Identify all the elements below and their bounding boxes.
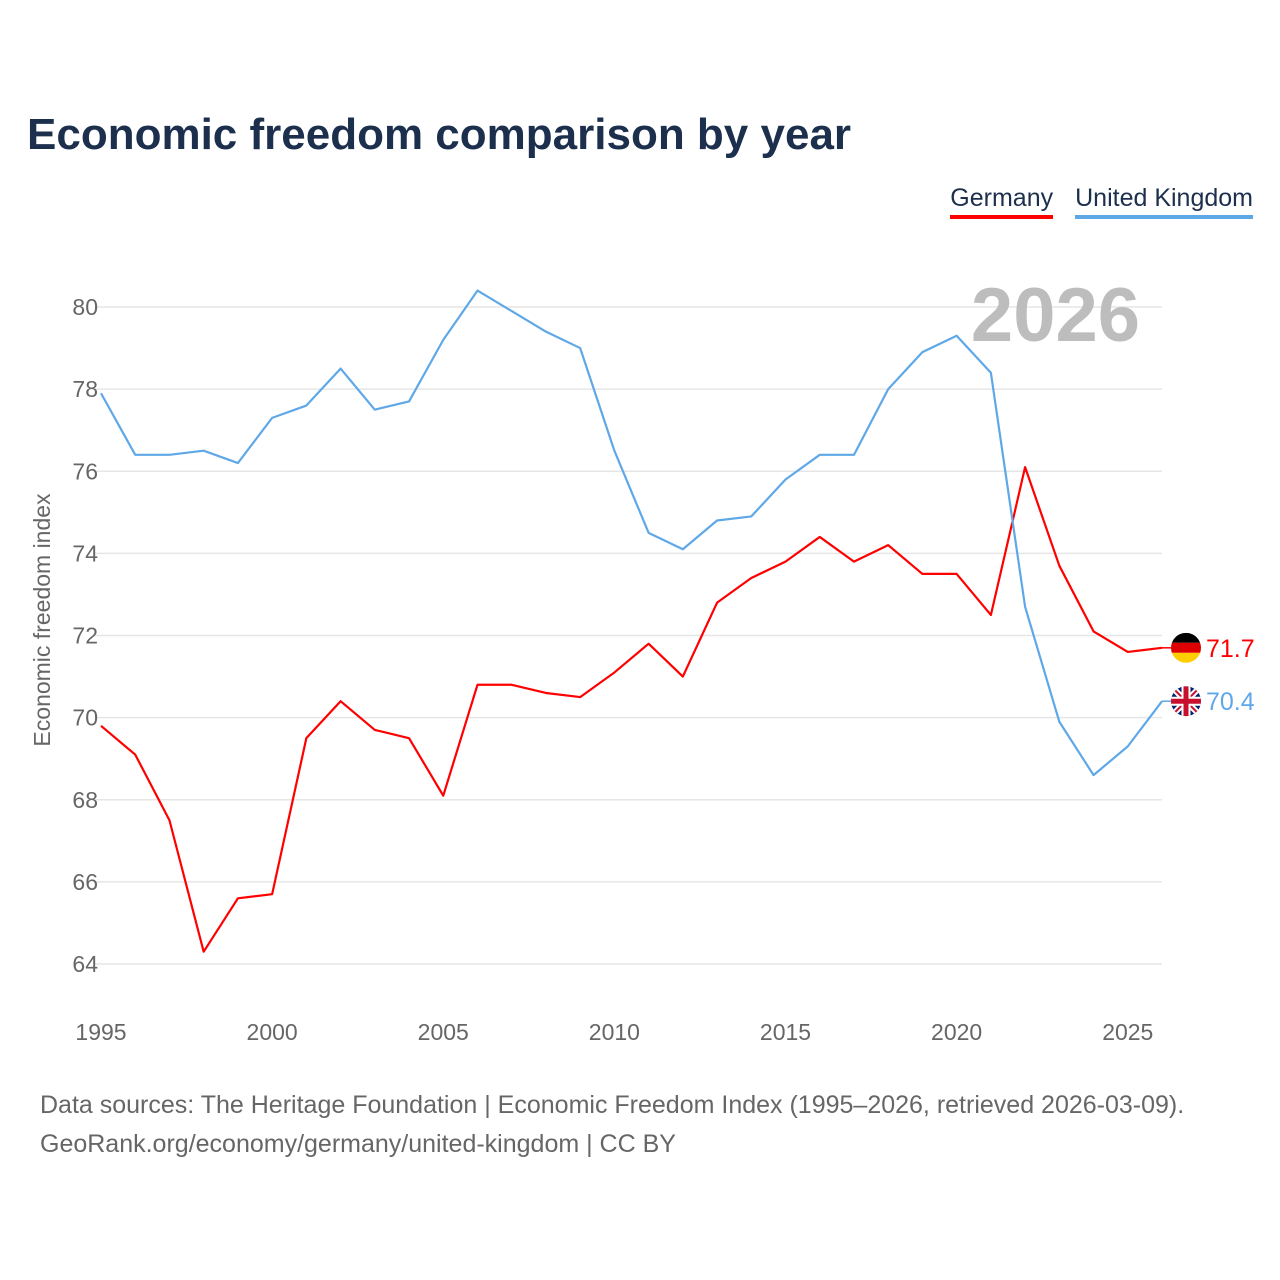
y-tick-label: 68	[72, 787, 98, 813]
flag-stripe-black	[1171, 632, 1201, 643]
flag-body	[1171, 632, 1201, 663]
x-tick-label: 2000	[247, 1019, 298, 1045]
germany-flag-icon	[1171, 632, 1201, 663]
chart-title: Economic freedom comparison by year	[27, 110, 852, 159]
x-tick-label: 2020	[931, 1019, 982, 1045]
y-tick-label: 70	[72, 705, 98, 731]
y-tick-label: 64	[72, 951, 98, 977]
y-axis-label: Economic freedom index	[29, 493, 55, 747]
end-value-label: 71.7	[1206, 635, 1255, 663]
y-tick-label: 72	[72, 623, 98, 649]
flag-stripe-gold	[1171, 652, 1201, 663]
footer: Data sources: The Heritage Foundation | …	[40, 1086, 1184, 1164]
x-tick-label: 2025	[1102, 1019, 1153, 1045]
year-label: 2026	[971, 273, 1140, 358]
y-tick-label: 78	[72, 376, 98, 402]
end-value-label: 70.4	[1206, 688, 1255, 716]
footer-link[interactable]: GeoRank.org/economy/germany/united-kingd…	[40, 1130, 676, 1158]
x-tick-label: 2005	[418, 1019, 469, 1045]
y-tick-label: 66	[72, 869, 98, 895]
x-tick-label: 2010	[589, 1019, 640, 1045]
flag-stripe-red	[1171, 642, 1201, 653]
series-line-united-kingdom	[100, 289, 1163, 777]
footer-sources: Data sources: The Heritage Foundation | …	[40, 1091, 1185, 1119]
y-tick-label: 76	[72, 458, 98, 484]
legend: Germany United Kingdom	[950, 184, 1253, 219]
flag-cross-red	[1171, 686, 1201, 717]
x-tick-label: 1995	[75, 1019, 126, 1045]
legend-united-kingdom[interactable]: United Kingdom	[1075, 184, 1253, 219]
y-tick-label: 74	[72, 540, 98, 566]
x-tick-label: 2015	[760, 1019, 811, 1045]
series-line-germany	[100, 466, 1163, 953]
y-tick-label: 80	[72, 294, 98, 320]
legend-germany[interactable]: Germany	[950, 184, 1054, 219]
flag-body	[1171, 686, 1201, 717]
uk-flag-icon	[1171, 686, 1201, 717]
